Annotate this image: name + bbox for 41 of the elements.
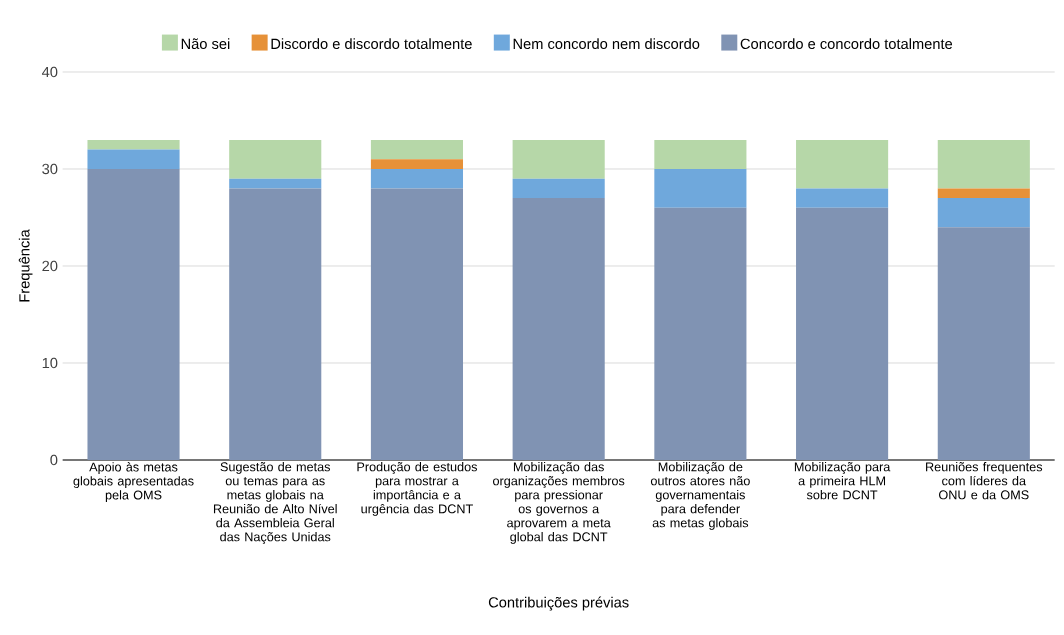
x-tick-label: Reuniões frequentes com líderes da ONU e da OMS [926, 462, 1043, 500]
bar [87, 169, 180, 461]
y-tick-label: 0 [50, 454, 58, 466]
bar [654, 207, 747, 461]
bar [937, 188, 1030, 199]
bar [937, 227, 1030, 461]
y-axis-title: Frequência [18, 229, 33, 302]
legend-label: Concordo e concordo totalmente [740, 38, 953, 50]
legend-label: Nem concordo nem discordo [513, 38, 700, 50]
bar [87, 140, 180, 150]
bar [229, 188, 322, 461]
x-tick-label: Mobilização das organizações membros para pressionar os governos a aprovarem a meta global das DCNT [493, 462, 625, 545]
bar [370, 159, 464, 170]
legend-label: Discordo e discordo totalmente [271, 38, 472, 50]
bar [512, 140, 605, 179]
bar [229, 140, 322, 179]
bar [87, 149, 180, 170]
bar [370, 169, 464, 189]
x-axis-title: Contribuições prévias [488, 596, 629, 611]
y-tick-label: 20 [42, 260, 58, 272]
x-tick-label: Mobilização de outros atores não governamentais para defender as metas globais [650, 462, 750, 531]
x-tick-label: Sugestão de metas ou temas para as metas globais na Reunião de Alto Nível da Assembleia Geral das Nações Unidas [213, 462, 337, 545]
bar [937, 198, 1030, 228]
bar [937, 140, 1030, 189]
bar [229, 178, 322, 189]
x-tick-label: Mobilização para a primeira HLM sobre DCNT [794, 462, 891, 500]
legend-label: Não sei [181, 38, 230, 50]
bar [512, 178, 605, 199]
y-tick-label: 40 [41, 66, 58, 78]
bar [370, 140, 464, 160]
y-tick-label: 30 [42, 163, 58, 175]
x-tick-label: Produção de estudos para mostrar a importância e a urgência das DCNT [357, 462, 478, 517]
x-tick-label: Apoio às metas globais apresentadas pela OMS [73, 462, 194, 503]
bar [512, 198, 605, 461]
y-tick-label: 10 [42, 357, 58, 369]
bar [370, 188, 464, 461]
bar [796, 188, 889, 208]
bar [796, 140, 889, 189]
bar [796, 207, 889, 461]
bar [654, 169, 747, 208]
bar [654, 140, 747, 170]
